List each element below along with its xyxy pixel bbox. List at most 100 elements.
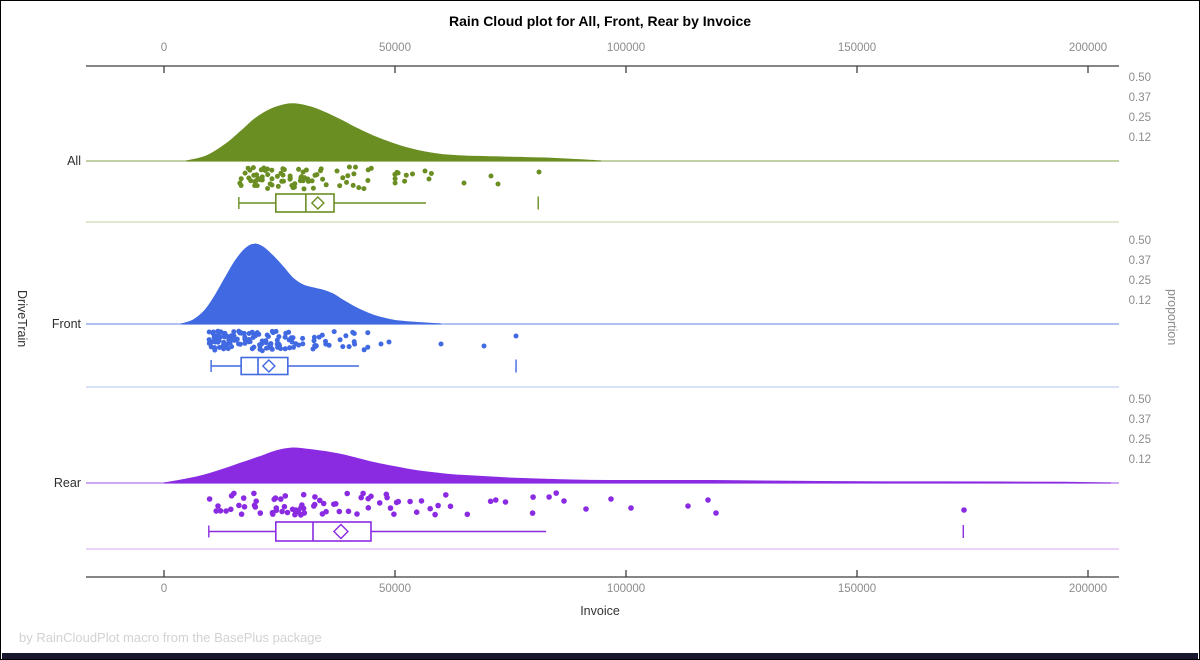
rain-point-rear [464, 511, 471, 518]
proportion-tick-label: 0.12 [1128, 295, 1151, 307]
rain-point-all [301, 186, 307, 192]
rain-point-rear [257, 510, 264, 516]
rain-point-front [323, 341, 329, 347]
rain-point-rear [530, 494, 536, 500]
rain-point-rear [628, 505, 634, 511]
mean-diamond-all [310, 196, 325, 210]
rain-point-front [210, 329, 216, 335]
rain-point-all [269, 182, 275, 188]
x-tick-label: 150000 [837, 583, 877, 595]
rain-point-rear [300, 491, 307, 498]
x2-tick-label: 100000 [606, 42, 646, 54]
rain-point-front [351, 339, 357, 345]
rain-point-all [309, 178, 315, 184]
rain-point-front [316, 334, 322, 340]
rain-point-rear [354, 511, 360, 517]
rain-point-all [254, 172, 260, 178]
rain-point-rear [553, 490, 559, 496]
rain-point-front [268, 341, 274, 347]
rain-point-all [356, 185, 362, 191]
rain-point-front [513, 333, 519, 339]
rain-point-rear [685, 503, 691, 509]
rain-point-rear [319, 511, 326, 517]
rain-point-front [378, 341, 384, 347]
rain-point-front [214, 334, 220, 339]
rain-point-all [275, 183, 281, 189]
footer-credit: by RainCloudPlot macro from the BasePlus… [19, 630, 322, 645]
rain-point-all [261, 165, 267, 171]
x2-tick-label: 50000 [379, 42, 411, 54]
category-label-rear: Rear [53, 476, 81, 490]
rain-point-all [340, 175, 346, 181]
rain-point-all [346, 164, 352, 170]
rain-point-rear [215, 503, 221, 509]
rain-point-all [323, 182, 329, 188]
density-front [180, 243, 442, 325]
rain-point-rear [561, 498, 567, 504]
rain-point-rear [546, 494, 552, 500]
rain-point-front [361, 347, 367, 353]
rain-point-rear [273, 507, 280, 514]
rain-point-all [361, 186, 367, 192]
rain-point-front [365, 344, 371, 350]
rain-point-rear [529, 510, 536, 516]
rain-point-all [280, 166, 286, 172]
rain-point-front [221, 341, 227, 347]
rain-point-rear [344, 490, 351, 497]
rain-point-all [410, 171, 415, 177]
rain-point-rear [251, 490, 257, 497]
rain-point-all [281, 178, 286, 184]
rain-point-front [228, 333, 234, 339]
rain-point-front [286, 329, 292, 335]
rain-point-all [320, 176, 326, 182]
rain-point-rear [251, 502, 258, 509]
rain-point-rear [240, 495, 247, 501]
rain-point-front [242, 340, 248, 346]
rain-point-rear [312, 494, 318, 500]
rain-point-rear [271, 496, 278, 503]
rain-point-rear [391, 511, 397, 517]
proportion-tick-label: 0.25 [1128, 275, 1151, 287]
x-axis-title: Invoice [580, 604, 620, 618]
rain-point-front [386, 339, 392, 345]
proportion-tick-label: 0.12 [1128, 132, 1151, 144]
rain-point-rear [270, 511, 276, 517]
rain-point-rear [502, 499, 509, 505]
category-label-all: All [67, 154, 81, 168]
rain-point-all [488, 173, 494, 179]
rain-point-front [218, 334, 224, 340]
rain-point-rear [447, 503, 454, 510]
rain-point-rear [407, 498, 413, 505]
rain-point-rear [228, 506, 234, 513]
rain-point-rear [383, 491, 390, 498]
mean-diamond-front [261, 359, 276, 373]
rain-point-all [365, 167, 371, 173]
proportion-tick-label: 0.25 [1128, 434, 1151, 446]
rain-point-rear [713, 510, 719, 516]
rain-point-all [422, 168, 428, 174]
rain-point-front [481, 343, 487, 349]
rain-point-all [291, 184, 297, 190]
rain-point-rear [333, 501, 339, 507]
rain-point-all [312, 172, 318, 178]
rain-point-all [246, 175, 252, 181]
rain-point-front [238, 330, 244, 336]
rain-point-all [298, 175, 304, 181]
rain-point-all [536, 169, 542, 175]
rain-point-rear [317, 497, 323, 504]
rain-point-rear [365, 505, 372, 511]
rain-point-all [392, 176, 398, 182]
rain-point-front [212, 347, 218, 353]
rain-point-front [313, 343, 319, 349]
rain-point-all [278, 170, 284, 176]
rain-point-front [269, 346, 275, 352]
rain-point-rear [432, 511, 438, 518]
rain-point-all [250, 165, 256, 171]
proportion-tick-label: 0.37 [1128, 255, 1151, 267]
rain-point-front [249, 329, 255, 335]
rain-point-front [282, 346, 288, 352]
rain-point-front [234, 336, 240, 342]
rain-point-front [229, 344, 235, 350]
rain-point-rear [360, 490, 366, 497]
rain-point-rear [583, 506, 589, 512]
